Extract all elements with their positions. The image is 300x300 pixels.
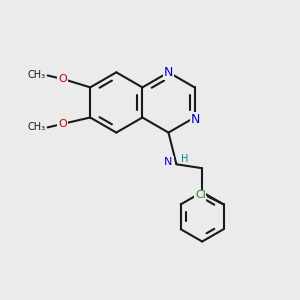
Text: CH₃: CH₃ — [28, 122, 46, 132]
Text: H: H — [182, 154, 189, 164]
Text: N: N — [164, 66, 173, 79]
Text: N: N — [164, 157, 173, 167]
Text: O: O — [58, 119, 67, 129]
Text: Cl: Cl — [195, 190, 206, 200]
Text: N: N — [191, 112, 200, 125]
Text: O: O — [58, 74, 67, 85]
Text: CH₃: CH₃ — [28, 70, 46, 80]
